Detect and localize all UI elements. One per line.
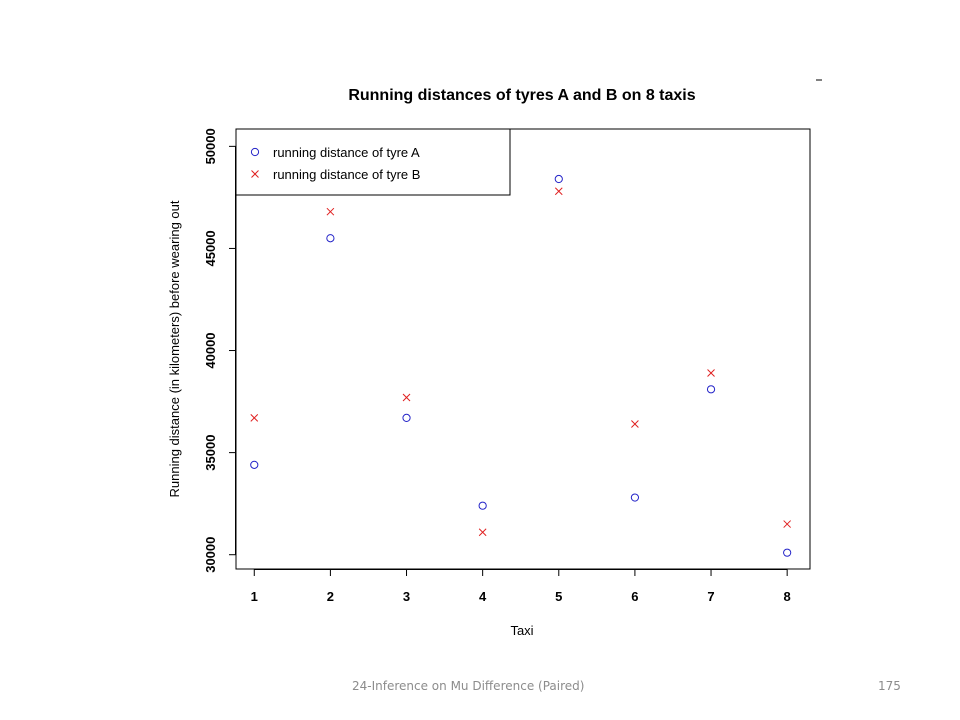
- x-axis-label: Taxi: [510, 623, 533, 638]
- point-tyre-a: [478, 501, 487, 510]
- x-tick-label: 7: [707, 589, 714, 604]
- point-tyre-a: [630, 493, 640, 502]
- legend-marker-tyre-a: [250, 147, 260, 157]
- point-tyre-a: [402, 413, 411, 423]
- legend-label-tyre-b: running distance of tyre B: [273, 167, 420, 182]
- point-tyre-a: [554, 174, 563, 184]
- y-tick-label: 50000: [203, 128, 218, 164]
- y-tick-label: 35000: [203, 435, 218, 471]
- x-axis: 1 2 3 4 5 6 7 8: [251, 569, 791, 604]
- x-tick-label: 5: [555, 589, 562, 604]
- chart-title: Running distances of tyres A and B on 8 …: [348, 87, 695, 104]
- point-tyre-a: [706, 385, 716, 394]
- point-tyre-b: [250, 414, 259, 422]
- slide-footer-text: 24-Inference on Mu Difference (Paired): [352, 679, 585, 693]
- x-tick-label: 8: [784, 589, 791, 604]
- point-tyre-b: [783, 520, 792, 528]
- y-tick-label: 45000: [203, 230, 218, 266]
- legend-box: [235, 128, 511, 196]
- point-tyre-b: [402, 393, 411, 402]
- data-points: [250, 174, 792, 557]
- point-tyre-b: [478, 528, 487, 537]
- x-tick-label: 1: [251, 589, 258, 604]
- page-number: 175: [878, 679, 901, 693]
- point-tyre-b: [326, 207, 335, 216]
- point-tyre-b: [707, 369, 715, 377]
- legend-label-tyre-a: running distance of tyre A: [273, 145, 420, 160]
- legend-marker-tyre-b: [251, 170, 259, 178]
- point-tyre-b: [631, 420, 639, 428]
- point-tyre-a: [783, 548, 792, 557]
- point-tyre-a: [326, 234, 335, 243]
- x-tick-label: 2: [327, 589, 334, 604]
- y-tick-label: 30000: [203, 537, 218, 573]
- y-axis: 30000 35000 40000 45000 50000: [203, 128, 236, 573]
- point-tyre-a: [250, 460, 259, 469]
- legend: running distance of tyre A running dista…: [235, 128, 511, 196]
- y-tick-label: 40000: [203, 332, 218, 368]
- x-tick-label: 4: [479, 589, 487, 604]
- y-axis-label: Running distance (in kilometers) before …: [167, 200, 182, 497]
- x-tick-label: 6: [631, 589, 638, 604]
- x-tick-label: 3: [403, 589, 410, 604]
- point-tyre-b: [554, 187, 563, 196]
